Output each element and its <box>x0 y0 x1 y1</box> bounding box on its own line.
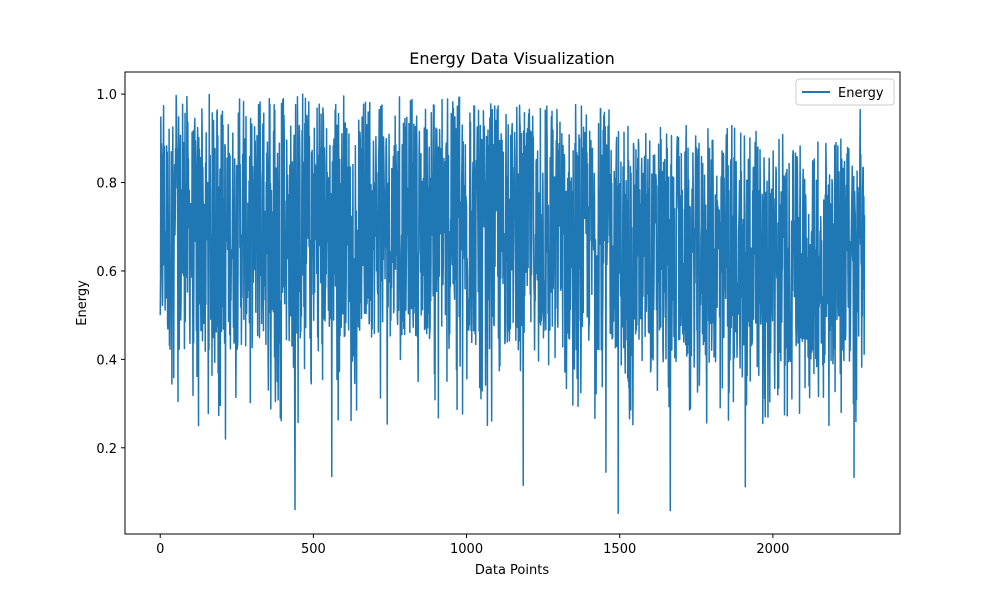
chart-title: Energy Data Visualization <box>409 49 614 68</box>
x-tick-label: 1500 <box>603 542 636 557</box>
plot-area <box>159 93 866 514</box>
x-tick-label: 1000 <box>450 542 483 557</box>
x-axis-label: Data Points <box>475 563 549 578</box>
y-tick-label: 0.8 <box>96 177 117 192</box>
x-tick-label: 500 <box>301 542 326 557</box>
y-tick-label: 0.4 <box>96 353 117 368</box>
y-axis-label: Energy <box>75 280 90 326</box>
x-tick-label: 2000 <box>756 542 789 557</box>
y-tick-label: 0.2 <box>96 442 117 457</box>
legend: Energy <box>795 78 895 106</box>
legend-box <box>795 78 895 106</box>
x-tick-label: 0 <box>156 542 164 557</box>
y-tick-label: 0.6 <box>96 265 117 280</box>
series-line-energy <box>159 93 866 514</box>
y-tick-label: 1.0 <box>96 88 117 103</box>
axes: 0 500 1000 1500 2000 0.2 0.4 0.6 0.8 1.0 <box>96 71 901 557</box>
axes-frame <box>124 71 901 535</box>
legend-label-energy: Energy <box>838 86 884 101</box>
